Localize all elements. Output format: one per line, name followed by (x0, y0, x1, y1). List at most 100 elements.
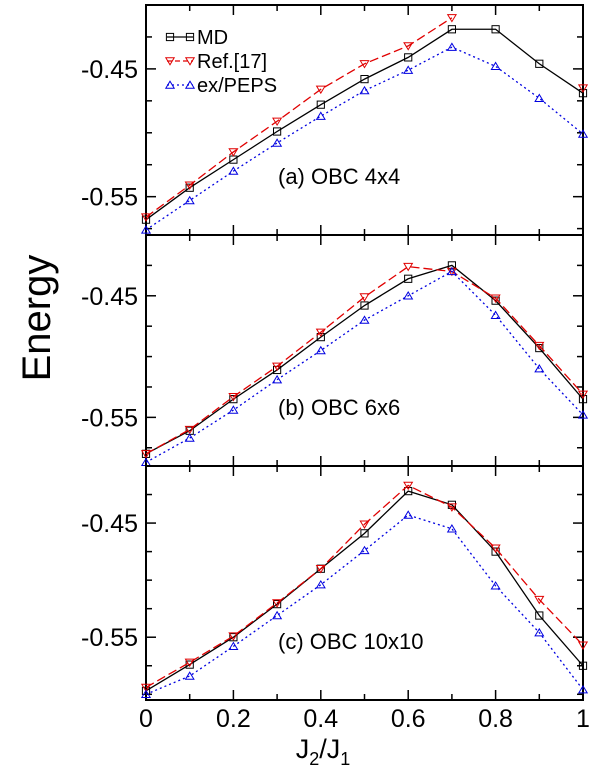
data-point (577, 410, 589, 419)
panel-label: (b) OBC 6x6 (278, 395, 400, 420)
data-point (490, 544, 501, 553)
data-point (316, 100, 325, 109)
data-point (315, 345, 326, 355)
y-tick-label: -0.55 (81, 184, 138, 212)
data-point (272, 362, 283, 372)
data-point (534, 93, 545, 102)
data-point (272, 117, 283, 127)
y-axis-label: Energy (15, 255, 59, 382)
data-point (490, 294, 501, 303)
x-tick-label: 0 (139, 705, 153, 733)
data-point (184, 425, 195, 435)
data-point (359, 520, 370, 529)
data-point (228, 405, 239, 414)
legend-marker (164, 80, 176, 89)
data-point (315, 579, 326, 589)
data-point (403, 291, 414, 300)
series-line (145, 265, 584, 455)
data-point (228, 166, 239, 175)
x-tick-label: 0.4 (303, 705, 338, 733)
series-line (145, 490, 584, 692)
data-point (360, 75, 369, 84)
data-point (403, 481, 414, 491)
data-point (490, 581, 501, 590)
panel-label: (a) OBC 4x4 (278, 164, 400, 189)
data-point (315, 111, 326, 120)
data-point (184, 181, 195, 190)
data-point (535, 611, 544, 620)
series-ref17 (140, 14, 589, 222)
data-point (535, 343, 544, 353)
data-point (359, 315, 370, 324)
panel-3: -0.45 -0.55 (c) OBC 10x10 (81, 465, 589, 701)
data-point (140, 683, 152, 693)
data-point (315, 85, 326, 95)
series-ref17 (140, 481, 589, 693)
data-point (446, 14, 457, 23)
data-point (490, 61, 501, 71)
legend-marker (185, 32, 195, 42)
data-point (228, 148, 239, 157)
data-point (359, 545, 370, 555)
data-point (360, 529, 369, 538)
legend-exPEPS: ex/PEPS (164, 75, 277, 97)
series-line (145, 484, 584, 689)
series-exPEPS (140, 510, 589, 698)
data-point (534, 341, 545, 351)
series-line (145, 17, 453, 218)
data-point (577, 684, 589, 694)
data-point (315, 565, 326, 574)
x-axis-label-main: J (296, 734, 310, 764)
data-point (490, 310, 501, 319)
data-point (447, 261, 456, 270)
legend-md: MD (165, 27, 228, 49)
data-point (359, 85, 370, 95)
data-point (577, 84, 589, 93)
series-md (141, 25, 588, 224)
data-point (404, 53, 413, 62)
data-point (404, 274, 413, 283)
data-point (404, 487, 413, 496)
data-point (446, 503, 457, 512)
series-exPEPS (140, 42, 589, 234)
data-point (534, 627, 545, 637)
x-tick-label: 0.8 (478, 705, 513, 733)
data-point (446, 42, 457, 51)
data-point (141, 215, 151, 224)
data-point (359, 60, 370, 69)
legend-marker (165, 32, 175, 42)
data-point (272, 138, 283, 147)
y-tick-label: -0.45 (81, 56, 138, 84)
data-point (184, 671, 195, 680)
legend-marker (184, 57, 196, 66)
data-point (403, 42, 414, 51)
x-tick-label: 0.2 (216, 705, 251, 733)
data-point (360, 301, 369, 310)
data-point (403, 65, 414, 74)
data-point (447, 25, 456, 34)
series-line (145, 264, 584, 455)
data-point (272, 599, 283, 608)
series-line (145, 270, 584, 463)
data-point (184, 433, 195, 442)
data-point (184, 195, 195, 205)
data-point (140, 689, 152, 698)
data-point (535, 59, 544, 68)
data-point (446, 266, 457, 276)
data-point (534, 363, 545, 373)
legend-marker (184, 80, 196, 89)
legend-label: ex/PEPS (197, 75, 277, 97)
legend-ref17: Ref.[17] (164, 51, 267, 73)
series-line (145, 514, 584, 695)
data-point (577, 641, 589, 650)
data-point (185, 183, 194, 192)
data-point (577, 129, 589, 138)
series-exPEPS (140, 266, 589, 467)
panel-2: -0.45 -0.55 (b) OBC 6x6 (81, 234, 589, 467)
y-tick-label: -0.45 (81, 510, 138, 538)
plot-area: -0.45 -0.55 (a) OBC 4x4 -0.45 -0.55 (b) OBC 6… (81, 4, 590, 733)
data-point (403, 510, 414, 519)
data-point (446, 524, 457, 533)
x-axis-label-sub1: 2 (309, 749, 319, 769)
